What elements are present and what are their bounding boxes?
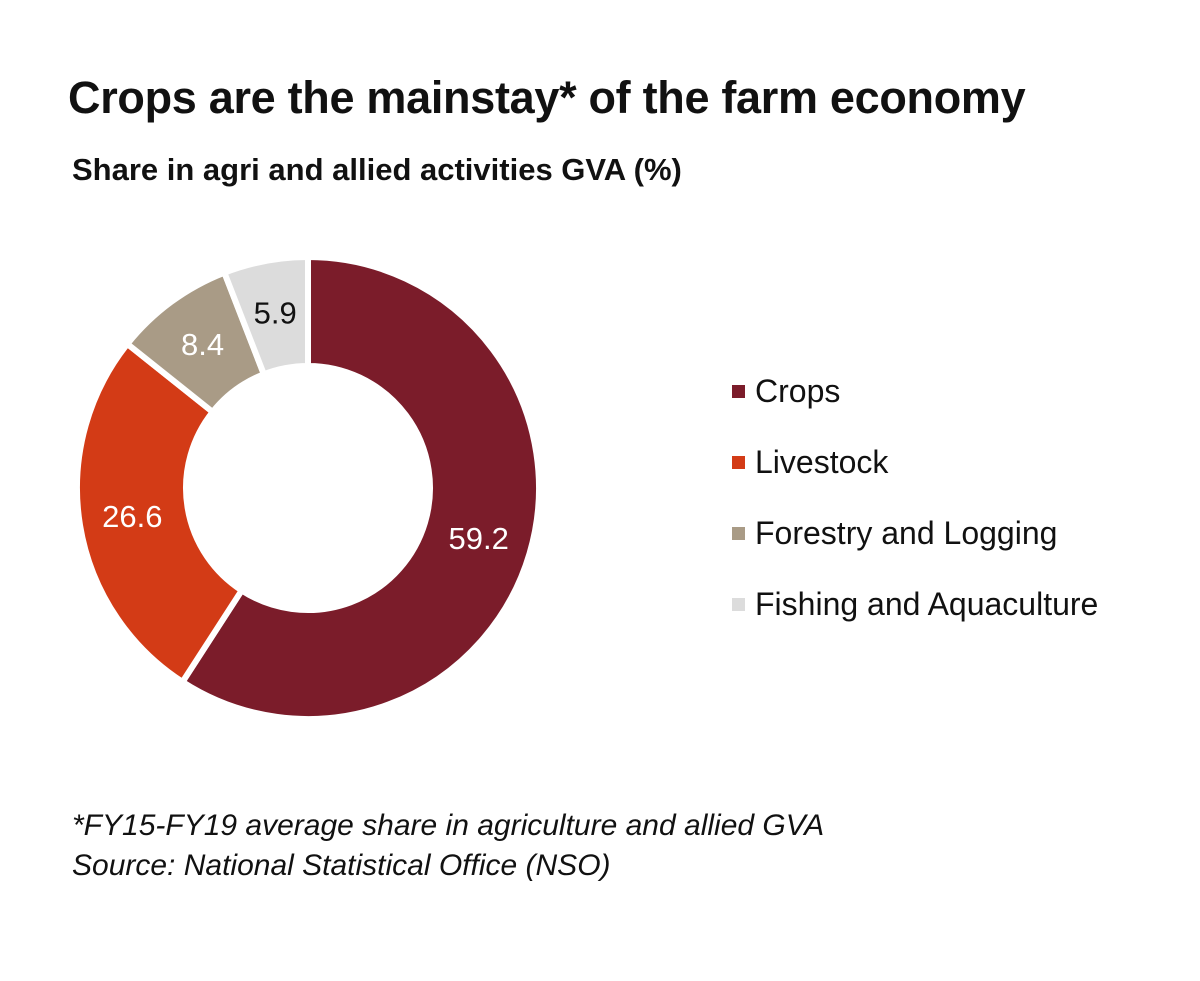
value-label-crops: 59.2 (449, 521, 509, 556)
footnote-source: Source: National Statistical Office (NSO… (72, 849, 611, 882)
legend-item-forestry-and-logging: Forestry and Logging (732, 510, 1098, 557)
donut-value-labels: 59.2 26.6 8.4 5.9 (102, 296, 509, 556)
slice-livestock (74, 339, 246, 687)
legend-label-forestry-and-logging: Forestry and Logging (755, 515, 1058, 551)
chart-footnote: *FY15-FY19 average share in agriculture … (72, 806, 824, 886)
legend-swatch-crops (732, 385, 745, 398)
legend-swatch-fishing-and-aquaculture (732, 598, 745, 611)
value-label-livestock: 26.6 (102, 499, 162, 534)
value-label-forestry-and-logging: 8.4 (181, 327, 224, 362)
legend-label-livestock: Livestock (755, 444, 889, 480)
legend-label-fishing-and-aquaculture: Fishing and Aquaculture (755, 586, 1099, 622)
footnote-note: *FY15-FY19 average share in agriculture … (72, 809, 825, 842)
slice-crops (178, 253, 542, 722)
chart-title: Crops are the mainstay* of the farm econ… (68, 72, 1026, 123)
donut-slices (74, 253, 542, 722)
legend-label-crops: Crops (755, 373, 841, 409)
legend-item-livestock: Livestock (732, 439, 1098, 486)
legend-item-fishing-and-aquaculture: Fishing and Aquaculture (732, 581, 1098, 628)
chart-subtitle: Share in agri and allied activities GVA … (72, 152, 682, 187)
legend-swatch-livestock (732, 456, 745, 469)
value-label-fishing-and-aquaculture: 5.9 (254, 296, 297, 331)
chart-legend: Crops Livestock Forestry and Logging Fishin… (732, 368, 1098, 652)
legend-item-crops: Crops (732, 368, 1098, 415)
donut-chart: 59.2 26.6 8.4 5.9 (74, 253, 542, 722)
slice-fishing-and-aquaculture (220, 253, 311, 379)
legend-swatch-forestry-and-logging (732, 527, 745, 540)
